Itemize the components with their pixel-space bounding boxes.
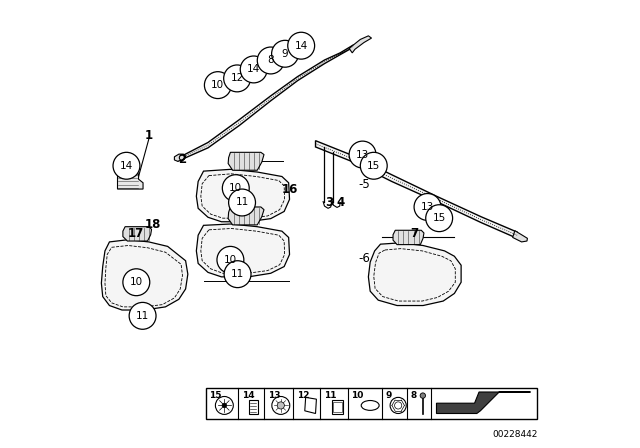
Polygon shape — [316, 141, 517, 238]
Circle shape — [271, 40, 298, 67]
Text: 13: 13 — [421, 202, 434, 212]
Text: 4: 4 — [336, 196, 344, 209]
Circle shape — [257, 47, 284, 74]
Circle shape — [414, 194, 441, 220]
Text: 10: 10 — [229, 183, 243, 193]
Text: 11: 11 — [231, 269, 244, 279]
Bar — [249, 400, 258, 414]
Text: -6: -6 — [358, 252, 370, 265]
Polygon shape — [101, 240, 188, 310]
Circle shape — [420, 393, 426, 398]
Polygon shape — [196, 224, 289, 277]
Circle shape — [288, 32, 315, 59]
Text: 10: 10 — [351, 391, 364, 400]
Text: 9: 9 — [385, 391, 392, 400]
Text: 11: 11 — [236, 198, 249, 207]
Circle shape — [224, 261, 251, 288]
Bar — [333, 402, 342, 412]
Text: 12: 12 — [297, 391, 309, 400]
Text: 1: 1 — [145, 129, 153, 142]
Circle shape — [222, 175, 249, 202]
Text: 8: 8 — [411, 391, 417, 400]
Text: 11: 11 — [136, 311, 149, 321]
Text: 15: 15 — [433, 213, 446, 223]
Text: 18: 18 — [145, 218, 161, 232]
Polygon shape — [118, 174, 143, 189]
Polygon shape — [513, 231, 527, 242]
Polygon shape — [228, 152, 264, 170]
Text: 17: 17 — [127, 227, 143, 241]
Text: 00228442: 00228442 — [492, 430, 538, 439]
Text: 8: 8 — [268, 56, 274, 65]
Polygon shape — [177, 45, 353, 161]
Polygon shape — [174, 154, 186, 161]
Circle shape — [240, 56, 267, 83]
Text: 12: 12 — [230, 73, 244, 83]
Text: 2: 2 — [179, 153, 186, 167]
Text: 10: 10 — [224, 255, 237, 265]
Text: 13: 13 — [268, 391, 280, 400]
Circle shape — [204, 72, 231, 99]
Text: 16: 16 — [282, 182, 298, 196]
Text: 10: 10 — [211, 80, 225, 90]
Text: 14: 14 — [247, 65, 260, 74]
Circle shape — [360, 152, 387, 179]
Text: 15: 15 — [367, 161, 380, 171]
Polygon shape — [393, 230, 424, 245]
Circle shape — [228, 189, 255, 216]
Polygon shape — [369, 243, 461, 306]
Text: 9: 9 — [282, 49, 289, 59]
Text: 10: 10 — [130, 277, 143, 287]
Circle shape — [277, 402, 284, 409]
Circle shape — [224, 65, 251, 92]
Text: 11: 11 — [324, 391, 336, 400]
Polygon shape — [228, 207, 264, 225]
Text: 3: 3 — [325, 196, 333, 209]
Text: 14: 14 — [294, 41, 308, 51]
Circle shape — [129, 302, 156, 329]
Circle shape — [349, 141, 376, 168]
Circle shape — [217, 246, 244, 273]
Bar — [206, 388, 538, 419]
Text: 7: 7 — [410, 227, 418, 241]
Bar — [332, 400, 343, 414]
Text: 15: 15 — [209, 391, 222, 400]
Text: 14: 14 — [242, 391, 255, 400]
Circle shape — [426, 205, 452, 232]
Text: 14: 14 — [120, 161, 133, 171]
Circle shape — [222, 403, 227, 408]
Polygon shape — [436, 392, 531, 414]
Circle shape — [113, 152, 140, 179]
Text: -5: -5 — [358, 178, 370, 191]
Polygon shape — [349, 36, 371, 53]
Circle shape — [123, 269, 150, 296]
Polygon shape — [196, 169, 289, 222]
Text: 13: 13 — [356, 150, 369, 159]
Polygon shape — [123, 227, 152, 241]
